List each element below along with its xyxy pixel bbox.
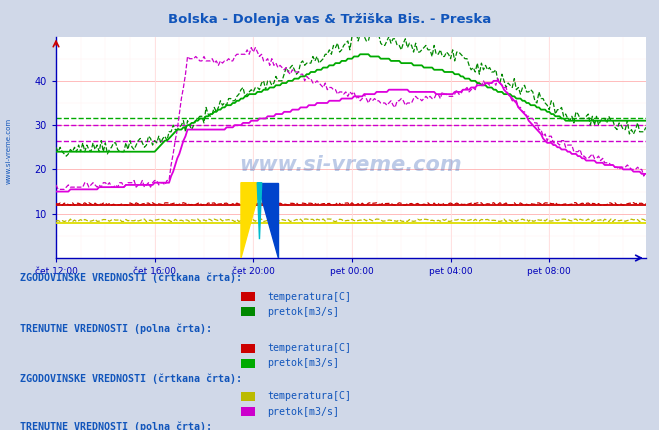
Text: TRENUTNE VREDNOSTI (polna črta):: TRENUTNE VREDNOSTI (polna črta): — [20, 324, 212, 334]
Polygon shape — [241, 183, 262, 258]
Text: Bolska - Dolenja vas & Tržiška Bis. - Preska: Bolska - Dolenja vas & Tržiška Bis. - Pr… — [168, 13, 491, 26]
Text: www.si-vreme.com: www.si-vreme.com — [240, 155, 462, 175]
Text: TRENUTNE VREDNOSTI (polna črta):: TRENUTNE VREDNOSTI (polna črta): — [20, 421, 212, 430]
Text: temperatura[C]: temperatura[C] — [267, 391, 351, 402]
Polygon shape — [257, 183, 278, 258]
Text: ZGODOVINSKE VREDNOSTI (črtkana črta):: ZGODOVINSKE VREDNOSTI (črtkana črta): — [20, 272, 242, 283]
Text: pretok[m3/s]: pretok[m3/s] — [267, 358, 339, 369]
Text: pretok[m3/s]: pretok[m3/s] — [267, 406, 339, 417]
Text: www.si-vreme.com: www.si-vreme.com — [5, 117, 12, 184]
Text: temperatura[C]: temperatura[C] — [267, 292, 351, 302]
Text: temperatura[C]: temperatura[C] — [267, 343, 351, 353]
Text: ZGODOVINSKE VREDNOSTI (črtkana črta):: ZGODOVINSKE VREDNOSTI (črtkana črta): — [20, 373, 242, 384]
Text: pretok[m3/s]: pretok[m3/s] — [267, 307, 339, 317]
Polygon shape — [257, 183, 262, 239]
